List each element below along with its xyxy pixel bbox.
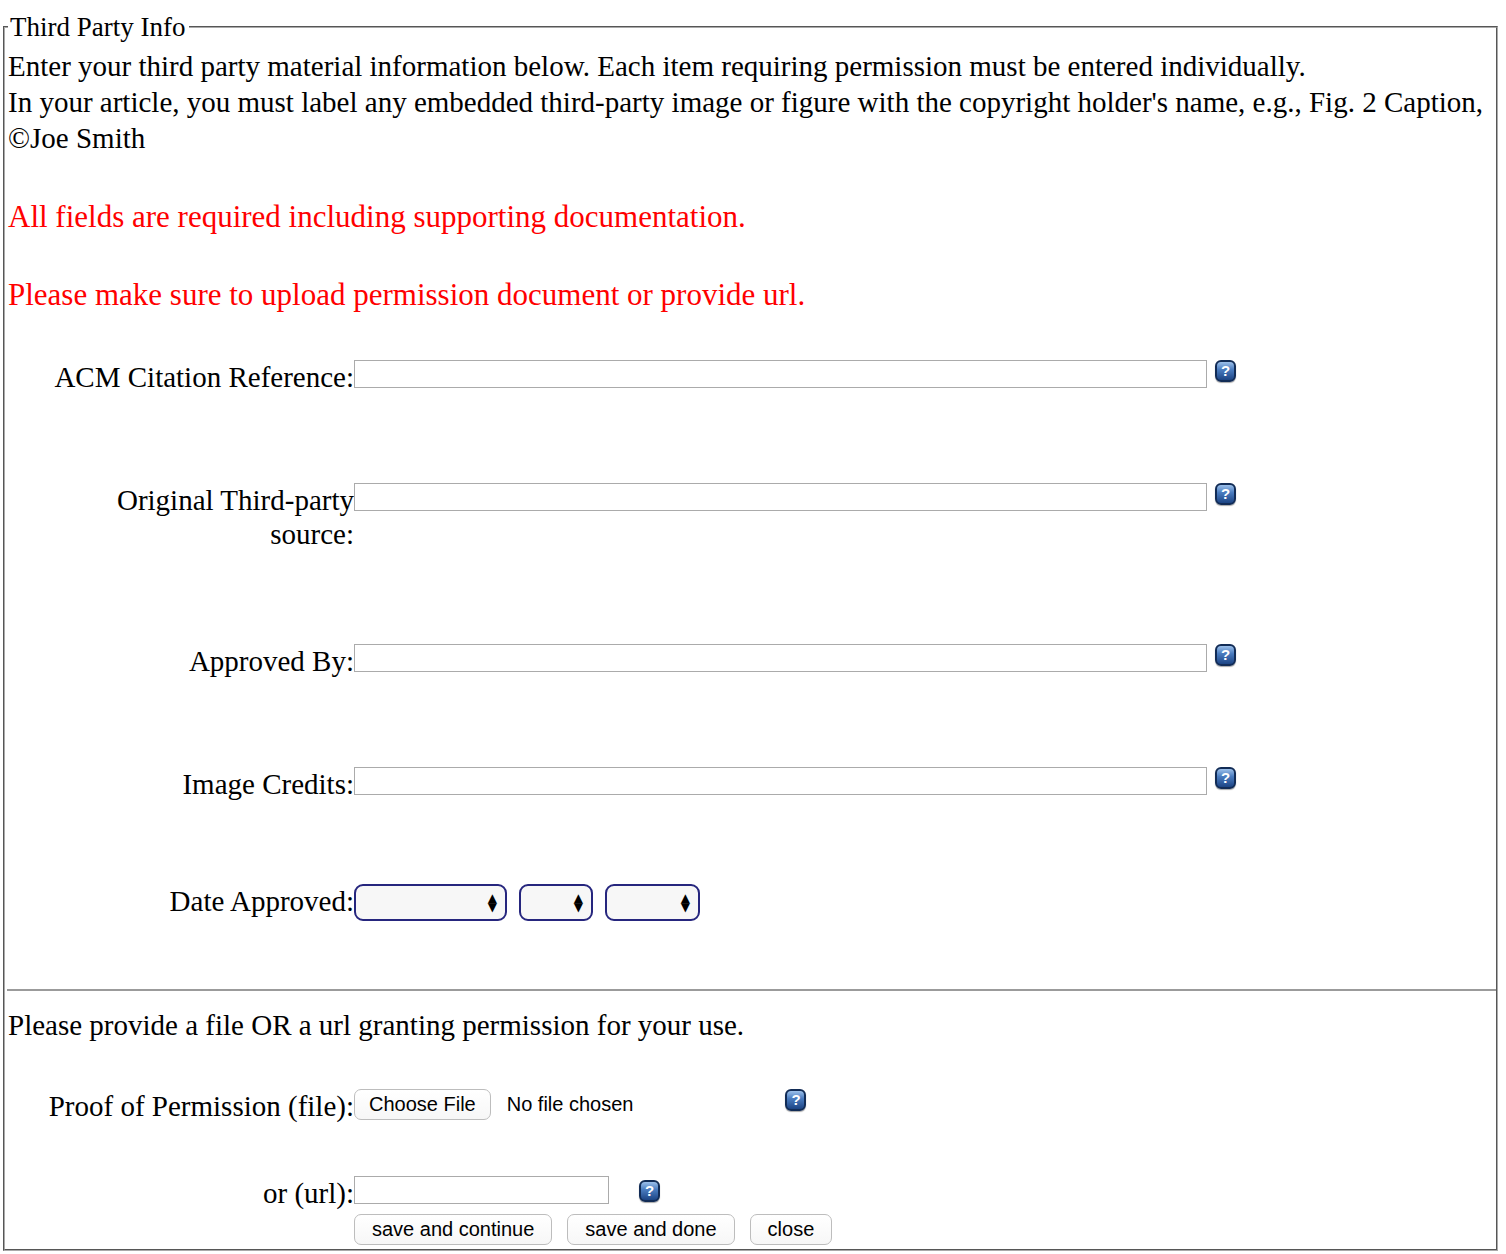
permission-url-row: or (url): ? <box>7 1176 1496 1214</box>
fieldset-legend: Third Party Info <box>8 10 189 44</box>
intro-line-2: In your article, you must label any embe… <box>8 84 1496 156</box>
image-credits-row: Image Credits: ? <box>7 767 1496 884</box>
intro-text: Enter your third party material informat… <box>8 48 1496 156</box>
proof-of-permission-label: Proof of Permission (file): <box>7 1089 354 1176</box>
intro-line-1: Enter your third party material informat… <box>8 48 1496 84</box>
url-label: or (url): <box>7 1176 354 1214</box>
permission-table: Proof of Permission (file): Choose File … <box>7 1089 1496 1245</box>
acm-citation-input[interactable] <box>354 360 1207 388</box>
date-approved-label: Date Approved: <box>7 884 354 989</box>
approved-by-row: Approved By: ? <box>7 644 1496 767</box>
original-source-input[interactable] <box>354 483 1207 511</box>
original-source-label: Original Third-party source: <box>74 483 354 551</box>
help-icon[interactable]: ? <box>639 1180 660 1202</box>
required-fields-notice: All fields are required including suppor… <box>8 198 1496 236</box>
help-icon[interactable]: ? <box>785 1089 806 1111</box>
close-button[interactable]: close <box>750 1214 833 1245</box>
date-approved-year-select[interactable] <box>605 884 700 921</box>
third-party-form-table: ACM Citation Reference: ? Original Third… <box>7 360 1496 989</box>
save-and-done-button[interactable]: save and done <box>567 1214 734 1245</box>
choose-file-button[interactable]: Choose File <box>354 1089 491 1120</box>
date-approved-row: Date Approved: ▲▼ ▲▼ <box>7 884 1496 989</box>
no-file-chosen-text: No file chosen <box>507 1089 634 1120</box>
form-buttons-row: save and continue save and done close <box>7 1214 1496 1245</box>
approved-by-input[interactable] <box>354 644 1207 672</box>
help-icon[interactable]: ? <box>1215 644 1236 666</box>
permission-url-input[interactable] <box>354 1176 609 1204</box>
approved-by-label: Approved By: <box>7 644 354 767</box>
help-icon[interactable]: ? <box>1215 767 1236 789</box>
upload-permission-notice: Please make sure to upload permission do… <box>8 276 1496 314</box>
permission-section: Please provide a file OR a url granting … <box>7 989 1496 1245</box>
help-icon[interactable]: ? <box>1215 483 1236 505</box>
original-source-row: Original Third-party source: ? <box>7 483 1496 644</box>
save-and-continue-button[interactable]: save and continue <box>354 1214 552 1245</box>
third-party-info-fieldset: Third Party Info Enter your third party … <box>3 10 1498 1251</box>
permission-instruction: Please provide a file OR a url granting … <box>8 1007 1496 1043</box>
proof-of-permission-row: Proof of Permission (file): Choose File … <box>7 1089 1496 1176</box>
help-icon[interactable]: ? <box>1215 360 1236 382</box>
image-credits-label: Image Credits: <box>7 767 354 884</box>
date-approved-month-select[interactable] <box>354 884 507 921</box>
acm-citation-label: ACM Citation Reference: <box>7 360 354 483</box>
date-approved-day-select[interactable] <box>519 884 593 921</box>
acm-citation-row: ACM Citation Reference: ? <box>7 360 1496 483</box>
image-credits-input[interactable] <box>354 767 1207 795</box>
